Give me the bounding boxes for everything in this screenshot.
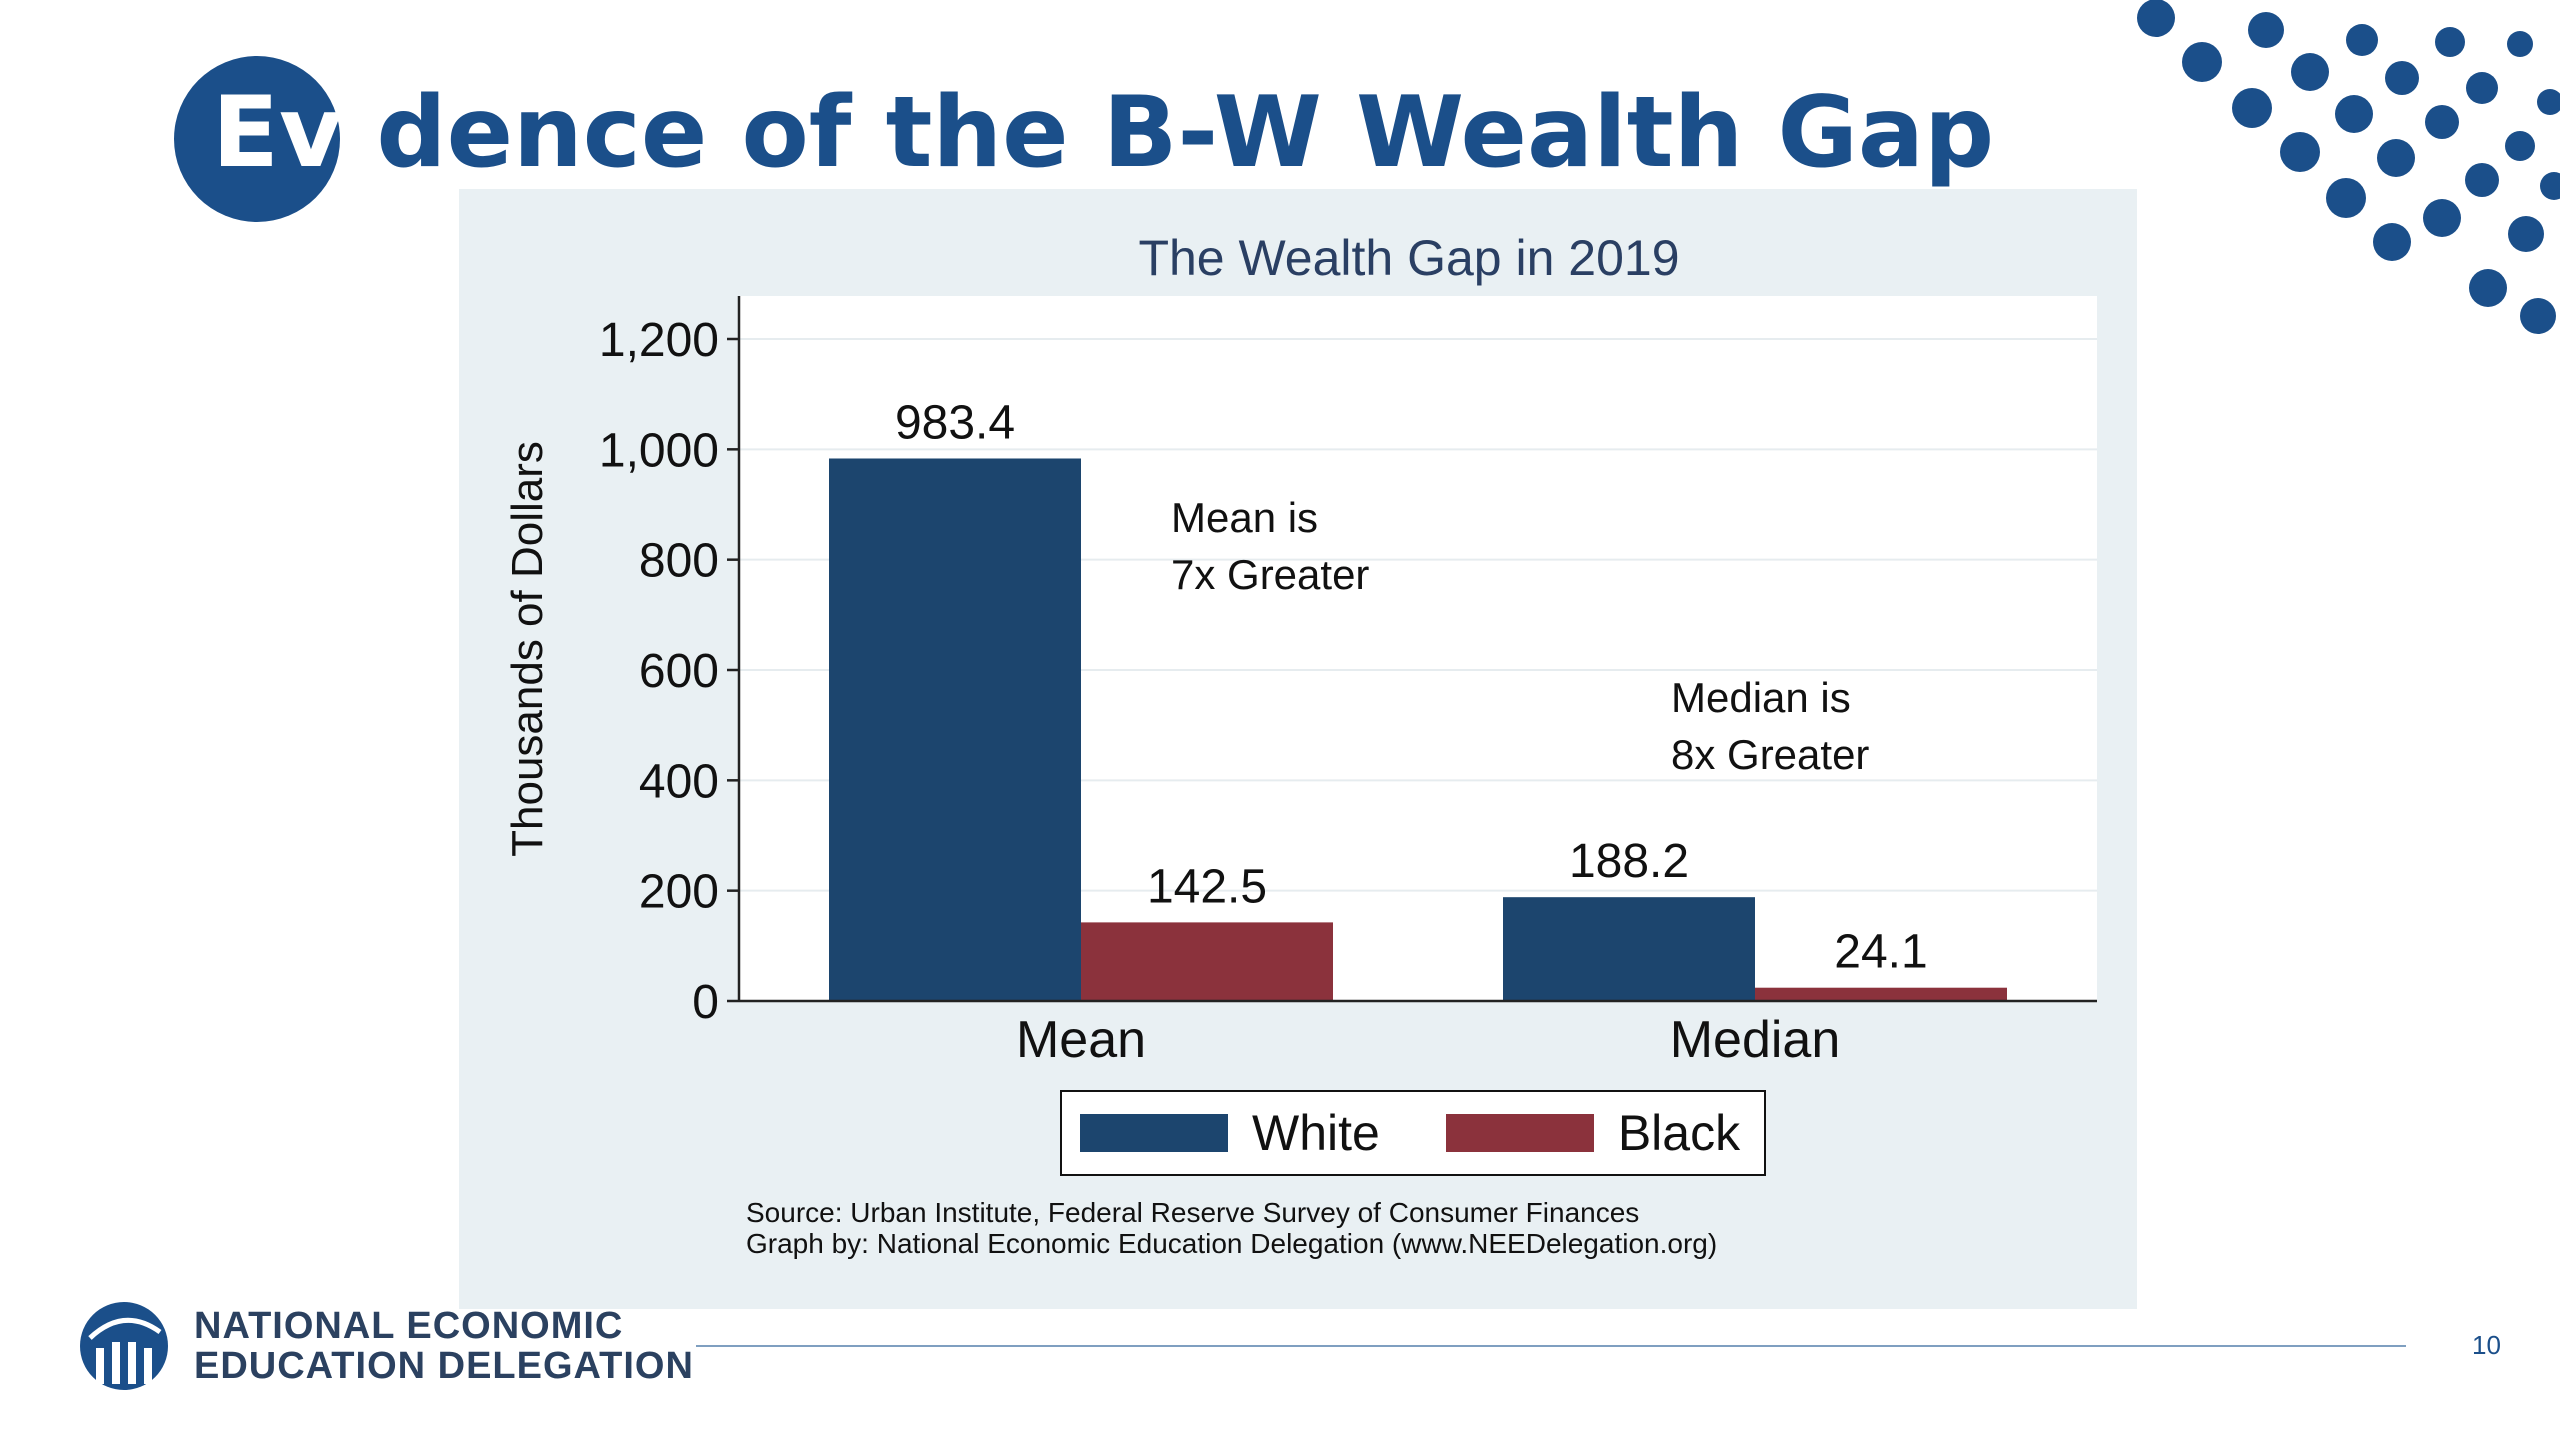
decorative-dot xyxy=(2505,131,2535,161)
y-tick-label: 1,200 xyxy=(599,314,719,367)
median-annotation-line1: Median is xyxy=(1671,674,1851,721)
y-tick-label: 0 xyxy=(692,976,719,1029)
bar-black-mean xyxy=(1081,922,1333,1001)
decorative-dot xyxy=(2425,105,2459,139)
decorative-dot xyxy=(2385,61,2419,95)
data-labels: 983.4 142.5 188.2 24.1 xyxy=(895,396,1928,978)
legend-swatch-white xyxy=(1080,1114,1228,1152)
data-label-white-mean: 983.4 xyxy=(895,396,1015,449)
decorative-dot xyxy=(2465,163,2499,197)
y-tick-label: 1,000 xyxy=(599,424,719,477)
decorative-dot xyxy=(2537,89,2560,115)
legend-label-white: White xyxy=(1252,1105,1380,1161)
title-rest: dence of the B-W Wealth Gap xyxy=(376,76,1995,190)
decorative-dot xyxy=(2326,178,2366,218)
decorative-dot xyxy=(2435,27,2465,57)
data-label-black-median: 24.1 xyxy=(1834,926,1927,979)
y-tick-label: 400 xyxy=(639,755,719,808)
bars xyxy=(829,458,2007,1002)
y-tick-label: 800 xyxy=(639,535,719,588)
category-labels: Mean Median xyxy=(1016,1011,1840,1069)
bar-black-median xyxy=(1755,987,2007,1001)
decorative-dot xyxy=(2466,72,2498,104)
y-axis-label: Thousands of Dollars xyxy=(503,441,552,857)
decorative-dot xyxy=(2346,24,2378,56)
decorative-dot xyxy=(2335,95,2373,133)
mean-annotation-line1: Mean is xyxy=(1171,494,1319,541)
mean-annotation: Mean is 7x Greater xyxy=(1171,489,1369,603)
title-circle xyxy=(174,56,340,222)
mean-annotation-line2: 7x Greater xyxy=(1171,551,1370,598)
median-annotation-line2: 8x Greater xyxy=(1671,731,1870,778)
decorative-dot xyxy=(2291,53,2329,91)
y-tick-label: 200 xyxy=(639,866,719,919)
bar-chart: The Wealth Gap in 2019 Thousands of Doll… xyxy=(503,230,2097,1069)
decorative-dot xyxy=(2520,298,2556,334)
legend-swatch-black xyxy=(1445,1114,1594,1152)
decorative-dot xyxy=(2507,31,2533,57)
decorative-dot xyxy=(2182,42,2222,82)
chart-title: The Wealth Gap in 2019 xyxy=(1138,230,1679,286)
decorative-dot xyxy=(2373,223,2411,261)
decorative-dot xyxy=(2377,139,2415,177)
y-axis-ticks: 0 200 400 600 800 1,000 1,200 xyxy=(599,314,739,1029)
page-title: Evidence of the B-W Wealth Gap xyxy=(212,58,1994,208)
legend-item-white: White xyxy=(1080,1104,1380,1162)
decorative-dot xyxy=(2508,216,2544,252)
decorative-dot xyxy=(2423,199,2461,237)
title-highlight: Evi xyxy=(212,76,377,190)
y-tick-label: 600 xyxy=(639,645,719,698)
source-line-1: Source: Urban Institute, Federal Reserve… xyxy=(746,1197,1640,1228)
decorative-dots xyxy=(2137,0,2560,334)
page-number: 10 xyxy=(2472,1330,2501,1360)
footer-org-line1: NATIONAL ECONOMIC xyxy=(194,1305,624,1347)
legend-item-black: Black xyxy=(1445,1104,1741,1162)
decorative-dot xyxy=(2469,269,2507,307)
decorative-dot xyxy=(2540,172,2560,200)
data-label-black-mean: 142.5 xyxy=(1147,860,1267,913)
chart-source: Source: Urban Institute, Federal Reserve… xyxy=(746,1197,1717,1259)
source-line-2: Graph by: National Economic Education De… xyxy=(746,1228,1718,1259)
footer-organization: NATIONAL ECONOMIC EDUCATION DELEGATION xyxy=(194,1306,694,1386)
bar-white-mean xyxy=(829,458,1081,1002)
category-label-median: Median xyxy=(1670,1011,1841,1069)
decorative-dot xyxy=(2232,88,2272,128)
data-label-white-median: 188.2 xyxy=(1569,835,1689,888)
columns-globe-icon xyxy=(80,1302,168,1390)
bar-white-median xyxy=(1503,897,1755,1001)
median-annotation: Median is 8x Greater xyxy=(1671,669,1869,783)
decorative-dot xyxy=(2137,0,2175,37)
decorative-dot xyxy=(2280,132,2320,172)
footer-divider xyxy=(696,1345,2406,1347)
chart-legend: White Black xyxy=(1060,1090,1766,1176)
decorative-dot xyxy=(2248,12,2284,48)
chart-panel: The Wealth Gap in 2019 Thousands of Doll… xyxy=(459,189,2137,1309)
footer-org-line2: EDUCATION DELEGATION xyxy=(194,1345,694,1387)
category-label-mean: Mean xyxy=(1016,1011,1146,1069)
legend-label-black: Black xyxy=(1617,1105,1741,1161)
